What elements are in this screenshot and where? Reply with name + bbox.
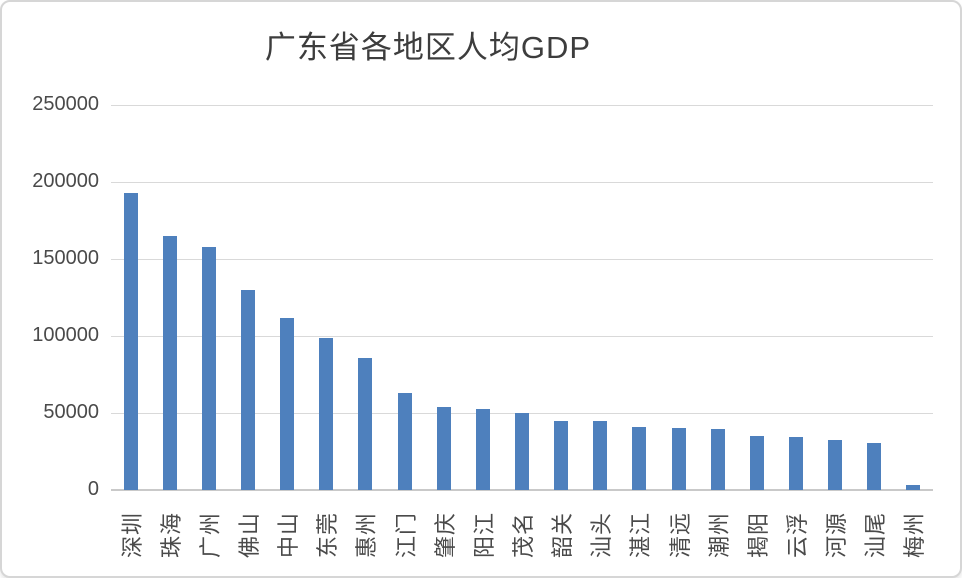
x-tick-label-text: 广州: [197, 511, 223, 559]
y-tick-label: 0: [87, 478, 99, 500]
x-tick-label: 阳江: [469, 498, 497, 572]
bar-梅州: [906, 485, 921, 490]
bar-茂名: [515, 413, 529, 490]
x-tick-label-text: 阳江: [471, 511, 497, 559]
x-tick-label: 河源: [821, 498, 849, 572]
x-tick-label-text: 清远: [667, 511, 693, 559]
bar-深圳: [123, 192, 138, 490]
x-tick-label-text: 揭阳: [745, 511, 771, 559]
x-tick-label: 惠州: [351, 498, 379, 572]
x-tick-label-text: 云浮: [785, 511, 811, 559]
x-tick-label-text: 汕头: [589, 511, 615, 559]
y-tick-label: 200000: [32, 170, 99, 192]
x-tick-label: 清远: [665, 498, 693, 572]
x-tick-label: 汕头: [586, 498, 614, 572]
x-tick-label-text: 惠州: [354, 511, 380, 559]
gridline: [111, 336, 933, 337]
bar-肇庆: [436, 406, 451, 490]
x-tick-label-text: 肇庆: [432, 511, 458, 559]
x-tick-label: 深圳: [117, 498, 145, 572]
x-tick-label: 揭阳: [743, 498, 771, 572]
x-tick-label-text: 潮州: [706, 511, 732, 559]
gridline: [111, 182, 933, 183]
gridline: [111, 259, 933, 260]
bar-阳江: [475, 409, 490, 490]
x-tick-label: 江门: [391, 498, 419, 572]
x-tick-label: 汕尾: [860, 498, 888, 572]
x-tick-label: 云浮: [782, 498, 810, 572]
x-tick-label-text: 梅州: [902, 511, 928, 559]
x-tick-label: 梅州: [899, 498, 927, 572]
plot-area: [111, 105, 933, 491]
x-tick-label-text: 茂名: [511, 511, 537, 559]
x-tick-label: 韶关: [547, 498, 575, 572]
bar-湛江: [632, 426, 647, 490]
y-tick-label: 250000: [32, 93, 99, 115]
gridline: [111, 105, 933, 106]
x-tick-label-text: 中山: [276, 511, 302, 559]
x-tick-label-text: 深圳: [119, 511, 145, 559]
bar-珠海: [162, 235, 177, 490]
bar-汕尾: [867, 443, 882, 490]
x-tick-label-text: 湛江: [628, 511, 654, 559]
bar-惠州: [358, 357, 373, 490]
x-tick-label-text: 韶关: [550, 511, 576, 559]
bar-韶关: [554, 420, 569, 490]
x-axis-line: [111, 489, 933, 491]
y-tick-label: 100000: [32, 324, 99, 346]
bar-潮州: [710, 429, 725, 490]
bar-江门: [397, 392, 412, 490]
x-tick-label: 肇庆: [430, 498, 458, 572]
bar-佛山: [241, 289, 255, 490]
x-tick-label-text: 江门: [393, 511, 419, 559]
x-tick-label-text: 汕尾: [863, 511, 889, 559]
x-tick-label: 珠海: [156, 498, 184, 572]
x-tick-label: 中山: [273, 498, 301, 572]
x-tick-label: 茂名: [508, 498, 536, 572]
bar-河源: [828, 439, 843, 490]
bar-汕头: [593, 421, 608, 490]
y-tick-label: 150000: [32, 247, 99, 269]
x-tick-label-text: 珠海: [158, 511, 184, 559]
x-tick-label: 湛江: [625, 498, 653, 572]
x-tick-label: 东莞: [312, 498, 340, 572]
x-tick-label: 佛山: [234, 498, 262, 572]
bar-揭阳: [749, 435, 764, 490]
x-tick-label: 潮州: [704, 498, 732, 572]
bar-东莞: [319, 338, 334, 490]
chart-title: 广东省各地区人均GDP: [264, 30, 592, 65]
x-tick-label-text: 河源: [824, 511, 850, 559]
x-tick-label-text: 东莞: [315, 511, 341, 559]
bar-中山: [280, 318, 295, 490]
bar-云浮: [789, 437, 803, 490]
x-tick-label: 广州: [195, 498, 223, 572]
bar-清远: [671, 427, 686, 490]
bar-广州: [201, 247, 216, 490]
x-tick-label-text: 佛山: [237, 511, 263, 559]
y-tick-label: 50000: [43, 401, 99, 423]
